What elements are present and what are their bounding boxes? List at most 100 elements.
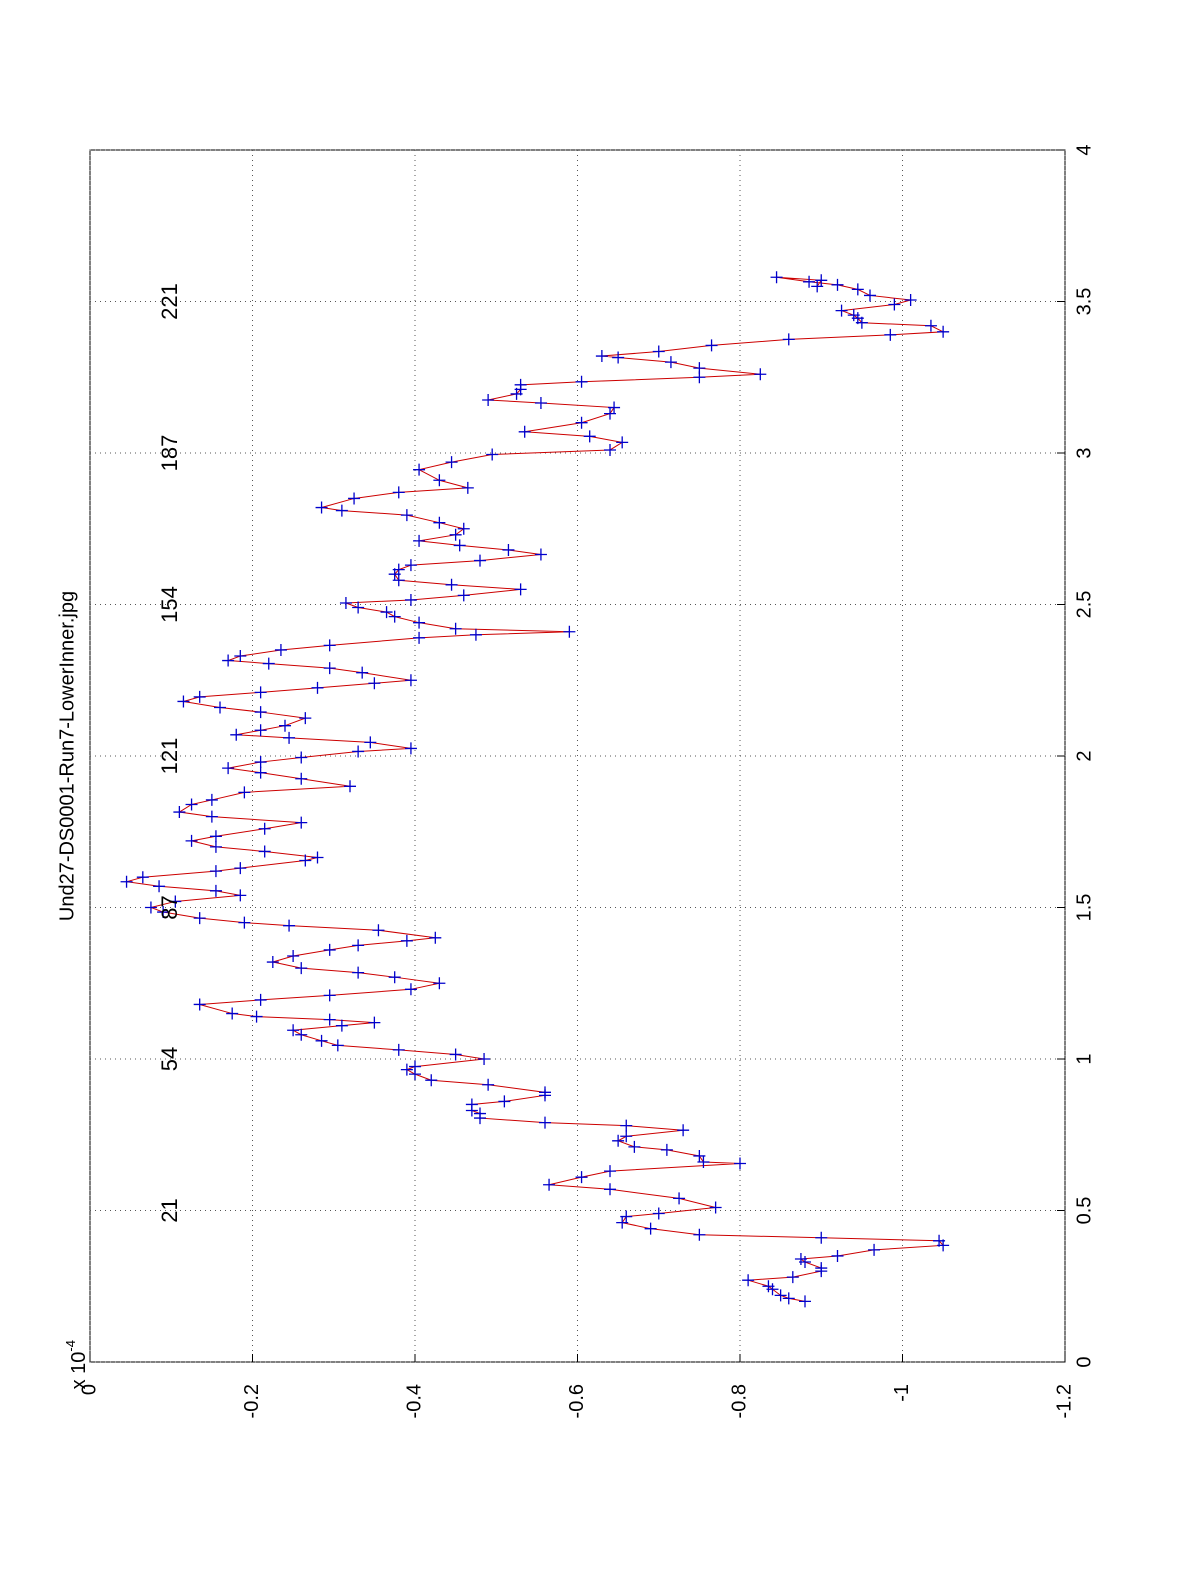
marker: [652, 345, 665, 358]
annotation: 87: [157, 895, 182, 919]
marker: [209, 884, 222, 897]
marker: [258, 822, 271, 835]
x-tick-label: 3.5: [1073, 288, 1095, 316]
marker: [262, 657, 275, 670]
y-tick-label: 0: [78, 1384, 100, 1395]
marker: [453, 539, 466, 552]
marker: [157, 906, 170, 919]
marker: [888, 298, 901, 311]
marker: [323, 989, 336, 1002]
marker: [774, 1289, 787, 1302]
marker: [214, 701, 226, 714]
marker: [482, 1078, 495, 1091]
marker: [335, 504, 348, 517]
marker: [404, 674, 417, 687]
marker: [616, 1216, 629, 1229]
marker: [449, 622, 462, 635]
marker: [193, 690, 206, 703]
marker: [677, 1124, 690, 1137]
marker: [429, 931, 442, 944]
marker: [295, 1028, 308, 1041]
marker: [368, 1016, 381, 1029]
annotation: 54: [157, 1047, 182, 1071]
marker: [904, 293, 917, 306]
marker: [628, 1140, 641, 1153]
marker: [283, 919, 296, 932]
multiplier-exponent: -4: [63, 1340, 78, 1352]
marker: [364, 736, 377, 749]
marker: [608, 401, 621, 414]
marker: [283, 731, 296, 744]
marker: [652, 1207, 665, 1220]
marker: [539, 1086, 551, 1099]
marker: [478, 1053, 491, 1065]
marker: [457, 522, 470, 535]
marker: [937, 325, 950, 338]
marker: [734, 1157, 746, 1170]
marker: [409, 1060, 421, 1073]
marker: [234, 650, 247, 663]
marker: [433, 516, 446, 529]
marker: [433, 474, 446, 487]
marker: [352, 966, 365, 979]
marker: [323, 1013, 336, 1026]
marker: [413, 534, 426, 547]
marker: [575, 375, 588, 388]
marker: [693, 1149, 706, 1162]
marker: [616, 436, 629, 449]
marker: [193, 998, 206, 1011]
marker: [782, 333, 795, 346]
marker: [266, 956, 279, 969]
marker: [518, 425, 531, 438]
marker: [539, 1116, 551, 1129]
marker: [323, 662, 336, 675]
y-tick-label: -1: [891, 1384, 913, 1402]
marker: [831, 1249, 844, 1262]
marker: [709, 1201, 722, 1214]
x-tick-label: 4: [1073, 144, 1095, 155]
data-line: [126, 276, 946, 1302]
marker: [226, 1007, 239, 1020]
marker: [604, 1165, 616, 1178]
axis-multiplier: x 10-4: [63, 1340, 90, 1389]
marker: [534, 548, 547, 561]
marker: [482, 393, 495, 406]
marker: [311, 681, 324, 694]
marker: [392, 574, 405, 587]
marker: [815, 1231, 828, 1244]
marker: [299, 854, 312, 867]
marker: [356, 666, 369, 679]
marker: [815, 274, 828, 287]
marker: [469, 628, 482, 641]
marker: [352, 601, 365, 614]
marker: [449, 528, 462, 541]
x-tick-label: 0.5: [1073, 1197, 1095, 1225]
marker: [413, 631, 426, 644]
marker: [352, 939, 365, 952]
marker: [693, 1228, 706, 1241]
marker: [534, 397, 547, 410]
marker: [498, 1095, 511, 1108]
marker: [445, 578, 458, 591]
y-tick-label: -0.6: [566, 1384, 588, 1418]
marker: [502, 543, 515, 556]
marker: [230, 728, 243, 741]
marker: [348, 492, 361, 505]
marker: [799, 1295, 811, 1308]
marker: [173, 806, 186, 819]
marker: [815, 1262, 828, 1275]
marker: [250, 1010, 263, 1023]
x-tick-label: 2.5: [1073, 591, 1095, 619]
marker: [762, 1280, 775, 1293]
marker: [404, 593, 417, 606]
marker: [604, 407, 616, 420]
marker: [368, 677, 381, 690]
marker: [209, 840, 222, 853]
marker: [595, 350, 608, 363]
y-tick-label: -0.4: [403, 1384, 425, 1418]
marker: [543, 1178, 556, 1191]
x-tick-label: 1.5: [1073, 894, 1095, 922]
marker: [274, 643, 287, 656]
marker: [169, 895, 182, 908]
marker: [238, 916, 251, 929]
